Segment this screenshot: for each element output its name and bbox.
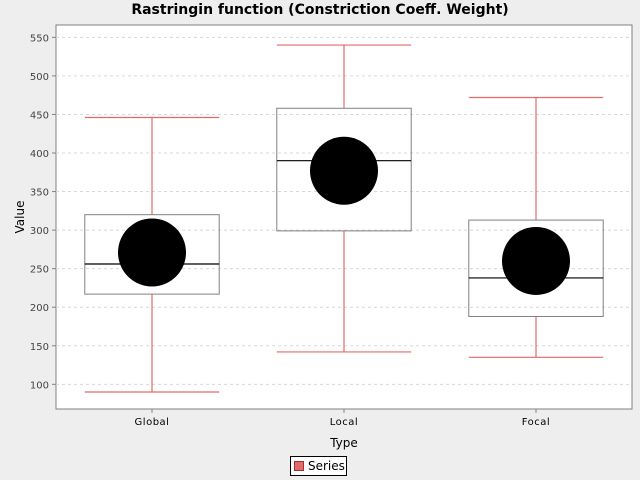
mean-marker [502, 227, 570, 295]
mean-marker [310, 137, 378, 205]
y-tick-label: 400 [30, 149, 49, 160]
y-axis-label: Value [13, 201, 27, 234]
y-tick-label: 450 [30, 110, 49, 121]
y-tick-label: 200 [30, 303, 49, 314]
x-tick-label: Global [135, 417, 170, 428]
y-axis: 100 150 200 250 300 350 400 450 500 550 [30, 33, 56, 391]
legend-swatch [294, 461, 304, 471]
y-tick-label: 150 [30, 342, 49, 353]
legend-label: Series [308, 459, 345, 473]
mean-marker [118, 218, 186, 286]
y-tick-label: 350 [30, 188, 49, 199]
x-axis: Global Local Focal [135, 409, 551, 428]
x-axis-label: Type [329, 436, 358, 450]
y-tick-label: 100 [30, 380, 49, 391]
x-tick-label: Local [330, 417, 358, 428]
legend: Series [290, 456, 347, 476]
y-tick-label: 300 [30, 226, 49, 237]
y-tick-label: 500 [30, 72, 49, 83]
x-tick-label: Focal [522, 417, 550, 428]
y-tick-label: 250 [30, 265, 49, 276]
y-tick-label: 550 [30, 33, 49, 44]
